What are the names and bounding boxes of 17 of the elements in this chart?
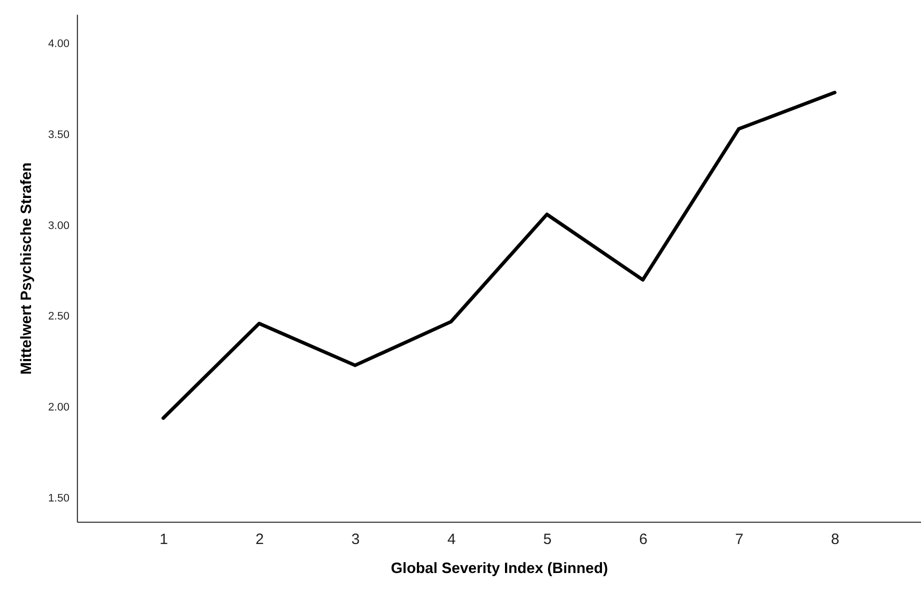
x-tick-label: 2: [255, 531, 264, 548]
x-tick-label: 7: [735, 531, 744, 548]
x-tick-label: 3: [351, 531, 360, 548]
y-tick-label: 3.50: [48, 128, 70, 141]
line-series: [161, 90, 836, 420]
x-tick-label: 6: [639, 531, 648, 548]
y-tick-label: 3.00: [48, 220, 70, 232]
y-tick-label: 4.00: [48, 38, 70, 50]
x-axis-title: Global Severity Index (Binned): [390, 560, 608, 578]
y-tick-label: 2.00: [48, 402, 70, 414]
x-tick-label: 8: [831, 531, 840, 548]
y-tick-label: 1.50: [48, 492, 70, 505]
y-tick-label: 2.50: [48, 310, 70, 323]
x-tick-label: 5: [543, 531, 552, 548]
x-tick-label: 4: [447, 531, 456, 548]
y-axis-title: Mittelwert Psychische Strafen: [18, 162, 36, 375]
x-tick-label: 1: [160, 531, 168, 548]
